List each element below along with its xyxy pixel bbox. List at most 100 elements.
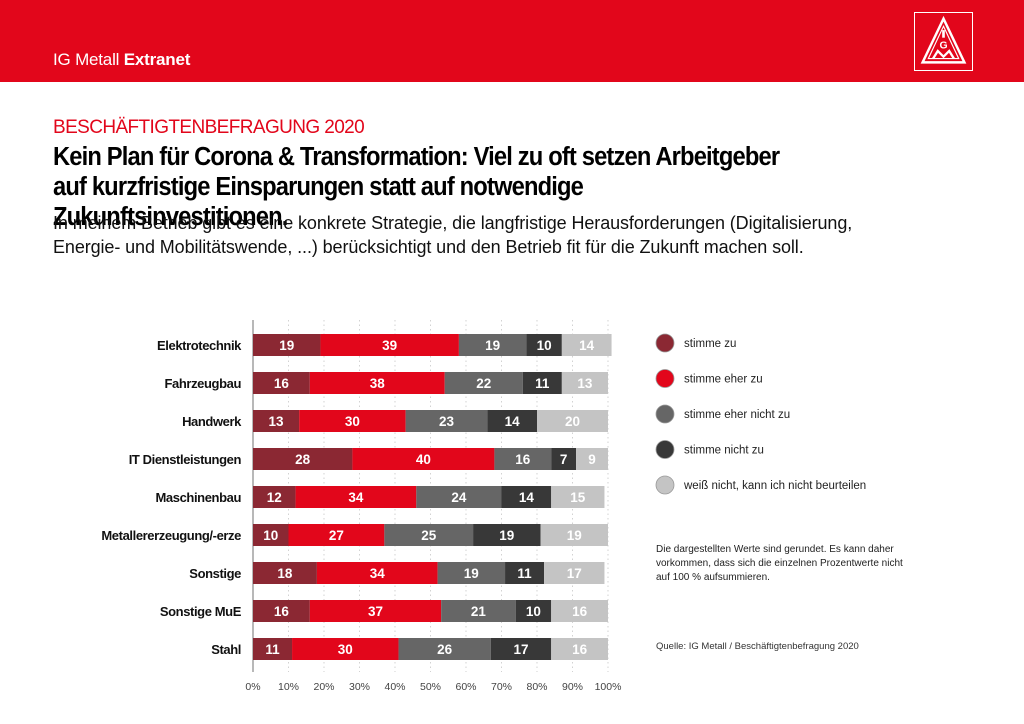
bar-segment[interactable] — [551, 638, 608, 660]
x-tick-label: 40% — [384, 681, 405, 693]
legend-label: stimme nicht zu — [684, 445, 764, 457]
bar-value-label: 34 — [348, 490, 364, 505]
category-label: Stahl — [211, 642, 241, 657]
bar-value-label: 15 — [570, 490, 586, 505]
bar-value-label: 19 — [485, 338, 500, 353]
bar-segment[interactable] — [526, 334, 562, 356]
bar-value-label: 16 — [572, 642, 588, 657]
bar-value-label: 11 — [517, 566, 532, 581]
bar-segment[interactable] — [405, 410, 488, 432]
x-tick-label: 70% — [491, 681, 512, 693]
x-tick-label: 0% — [245, 681, 260, 693]
bar-value-label: 27 — [329, 528, 344, 543]
bar-segment[interactable] — [576, 448, 608, 470]
bar-value-label: 34 — [370, 566, 386, 581]
bar-segment[interactable] — [253, 372, 310, 394]
category-label: IT Dienstleistungen — [129, 452, 242, 467]
bar-segment[interactable] — [494, 448, 552, 470]
bar-value-label: 10 — [263, 528, 278, 543]
bar-segment[interactable] — [458, 334, 527, 356]
x-tick-label: 10% — [278, 681, 299, 693]
bar-segment[interactable] — [253, 410, 300, 432]
bar-segment[interactable] — [309, 600, 442, 622]
bar-segment[interactable] — [398, 638, 491, 660]
bar-segment[interactable] — [490, 638, 552, 660]
bar-segment[interactable] — [253, 448, 353, 470]
legend-label: stimme eher zu — [684, 374, 763, 386]
bar-segment[interactable] — [316, 562, 438, 584]
bar-value-label: 14 — [579, 338, 595, 353]
bar-segment[interactable] — [561, 372, 608, 394]
bar-segment[interactable] — [473, 524, 541, 546]
bar-segment[interactable] — [544, 562, 605, 584]
bar-segment[interactable] — [505, 562, 545, 584]
chart-legend: stimme zu stimme eher zu stimme eher nicht… — [655, 333, 866, 495]
bar-segment[interactable] — [551, 448, 577, 470]
bar-value-label: 9 — [588, 452, 596, 467]
bar-segment[interactable] — [444, 372, 523, 394]
bar-segment[interactable] — [551, 600, 608, 622]
bar-segment[interactable] — [299, 410, 406, 432]
bar-segment[interactable] — [441, 600, 516, 622]
legend-swatch — [655, 404, 675, 424]
bar-value-label: 13 — [269, 414, 285, 429]
bar-segment[interactable] — [384, 524, 474, 546]
brand-section: Extranet — [123, 50, 191, 69]
igm-logo-icon[interactable]: G — [914, 12, 973, 71]
bar-segment[interactable] — [253, 638, 293, 660]
legend-swatch — [655, 475, 675, 495]
bar-value-label: 19 — [279, 338, 294, 353]
bar-segment[interactable] — [501, 486, 552, 508]
bar-value-label: 16 — [274, 604, 290, 619]
bar-value-label: 10 — [526, 604, 541, 619]
rounding-note: Die dargestellten Werte sind gerundet. E… — [656, 544, 903, 583]
bar-segment[interactable] — [416, 486, 502, 508]
bar-value-label: 38 — [370, 376, 386, 391]
bar-value-label: 16 — [274, 376, 290, 391]
x-tick-label: 20% — [313, 681, 334, 693]
bar-value-label: 22 — [476, 376, 491, 391]
chart-bars: 19 39 19 10 14 16 38 22 11 13 13 30 23 14 20 28 40 16 7 9 12… — [253, 334, 612, 660]
category-label: Sonstige — [189, 566, 241, 581]
x-tick-label: 60% — [455, 681, 476, 693]
x-tick-label: 80% — [526, 681, 547, 693]
bar-value-label: 19 — [464, 566, 479, 581]
bar-segment[interactable] — [320, 334, 459, 356]
bar-segment[interactable] — [253, 486, 296, 508]
source-credit: Quelle: IG Metall / Beschäftigtenbefragu… — [656, 641, 859, 652]
category-label: Elektrotechnik — [157, 338, 242, 353]
bar-segment[interactable] — [253, 524, 289, 546]
x-tick-label: 50% — [420, 681, 441, 693]
bar-segment[interactable] — [292, 638, 399, 660]
bar-segment[interactable] — [253, 562, 317, 584]
bar-value-label: 30 — [345, 414, 360, 429]
bar-segment[interactable] — [352, 448, 495, 470]
bar-segment[interactable] — [537, 410, 608, 432]
bar-segment[interactable] — [487, 410, 537, 432]
bar-segment[interactable] — [253, 334, 321, 356]
bar-value-label: 19 — [499, 528, 514, 543]
bar-segment[interactable] — [522, 372, 562, 394]
bar-segment[interactable] — [551, 486, 605, 508]
header-bar: IG Metall Extranet G — [0, 0, 1024, 82]
bar-value-label: 40 — [416, 452, 431, 467]
survey-kicker: BESCHÄFTIGTENBEFRAGUNG 2020 — [53, 117, 365, 138]
category-label: Metallererzeugung/-erze — [101, 528, 241, 543]
stacked-bar-chart: 19 39 19 10 14 16 38 22 11 13 13 30 23 14 20 28 40 16 7 9 12… — [101, 320, 866, 693]
bar-segment[interactable] — [288, 524, 385, 546]
brand-title[interactable]: IG Metall Extranet — [53, 50, 190, 70]
bar-segment[interactable] — [295, 486, 417, 508]
headline: Kein Plan für Corona & Transformation: V… — [53, 142, 816, 232]
svg-text:G: G — [939, 41, 947, 52]
bar-segment[interactable] — [515, 600, 552, 622]
bar-segment[interactable] — [253, 600, 310, 622]
x-tick-label: 90% — [562, 681, 583, 693]
bar-value-label: 39 — [382, 338, 397, 353]
bar-segment[interactable] — [437, 562, 506, 584]
bar-value-label: 14 — [519, 490, 535, 505]
category-labels: Elektrotechnik Fahrzeugbau Handwerk IT Dien… — [101, 338, 242, 657]
bar-segment[interactable] — [561, 334, 612, 356]
bar-segment[interactable] — [309, 372, 445, 394]
bar-value-label: 11 — [265, 642, 280, 657]
bar-segment[interactable] — [540, 524, 608, 546]
